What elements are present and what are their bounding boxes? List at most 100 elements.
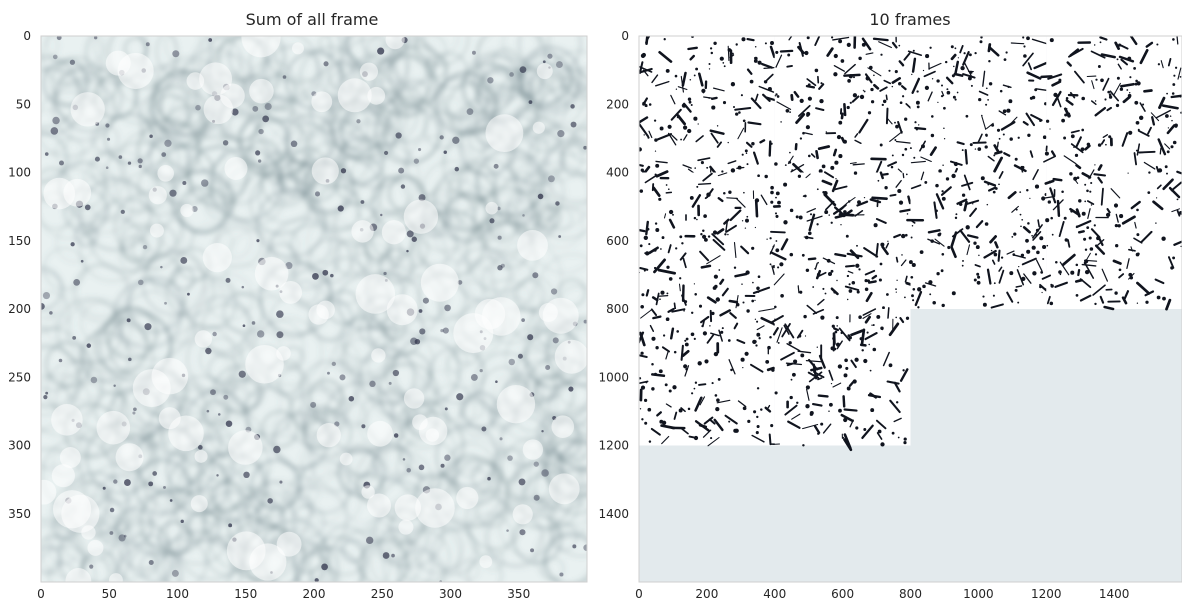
left-bubble-core [548, 473, 580, 505]
frame-film-segment [1126, 258, 1130, 270]
left-junction [276, 331, 284, 339]
left-junction [509, 72, 514, 77]
frame-speck [806, 113, 810, 117]
frame-film-segment [1090, 228, 1101, 239]
frame-speck [866, 331, 869, 334]
frame-film-segment [1037, 219, 1040, 228]
left-bubble-edge [372, 53, 437, 118]
left-junction [547, 53, 553, 59]
left-bubble-edge [448, 158, 520, 231]
frame-speck [1162, 296, 1166, 301]
frame-film-segment [725, 220, 729, 233]
frame-speck [917, 287, 922, 292]
frame-film-segment [1081, 263, 1097, 267]
left-junction [72, 335, 77, 340]
frame-speck [684, 300, 688, 304]
right-x-axis: 0 200 400 600 800 1000 1200 1400 [635, 587, 1129, 601]
frame-tile [907, 36, 1052, 177]
frame-speck [947, 245, 951, 250]
frame-speck [1164, 165, 1168, 169]
frame-film-segment [1118, 55, 1135, 63]
frame-speck [1104, 98, 1107, 101]
frame-film-segment [977, 133, 983, 143]
frame-speck [996, 128, 1001, 132]
left-bubble-edge [295, 547, 363, 582]
frame-film-segment [758, 85, 775, 93]
frame-speck [853, 76, 855, 79]
frame-speck [1126, 89, 1129, 91]
frame-speck [1017, 301, 1020, 304]
left-junction [109, 507, 115, 513]
left-bubble-core [394, 494, 422, 521]
frame-speck [851, 281, 856, 285]
frame-speck [980, 176, 985, 181]
frame-speck [897, 188, 902, 194]
frame-tile-background [774, 36, 911, 173]
frame-speck [741, 37, 746, 42]
frame-speck [916, 90, 919, 93]
frame-speck [935, 183, 939, 188]
frame-speck [917, 306, 920, 309]
frame-film-segment [733, 242, 737, 258]
frame-film-segment [904, 275, 908, 283]
left-bubble-edge [200, 303, 254, 357]
frame-film-segment [1121, 215, 1136, 225]
left-bubble-edge [549, 522, 578, 551]
frame-speck [803, 236, 806, 238]
left-junction [105, 166, 109, 170]
frame-speck [861, 42, 866, 47]
frame-speck [818, 169, 823, 174]
frame-film-segment [1086, 200, 1095, 205]
frame-speck [1090, 181, 1093, 185]
frame-speck [1119, 214, 1124, 219]
frame-film-segment [814, 36, 821, 47]
frame-film-segment [812, 403, 823, 407]
left-junction [532, 272, 539, 279]
frame-film-segment [885, 242, 890, 249]
frame-speck [854, 357, 859, 362]
left-junction [273, 445, 281, 454]
frame-film-segment [706, 296, 717, 304]
left-junction [145, 42, 150, 47]
frame-tile-background [774, 172, 911, 309]
frame-film-segment [752, 151, 759, 165]
frame-speck [963, 52, 966, 55]
frame-film-segment [920, 156, 932, 163]
left-junction [545, 364, 551, 370]
frame-film-segment [1075, 219, 1092, 229]
frame-film-segment [929, 146, 937, 156]
frame-film-segment [1070, 129, 1080, 134]
frame-speck [729, 309, 732, 312]
frame-speck [753, 59, 758, 63]
frame-speck [694, 293, 697, 296]
frame-speck [795, 215, 799, 219]
frame-film-segment [764, 406, 772, 413]
left-junction [50, 127, 59, 135]
frame-tile-background [639, 36, 775, 173]
frame-speck [1170, 145, 1174, 149]
frame-speck [833, 72, 838, 77]
frame-film-segment [843, 433, 852, 450]
frame-speck [732, 105, 736, 109]
left-bubble-edge [471, 462, 502, 493]
frame-speck [653, 119, 657, 122]
left-junction [572, 544, 577, 549]
frame-speck [643, 134, 645, 136]
frame-speck [913, 156, 916, 159]
left-bubble-edge [48, 534, 79, 565]
left-bubble-core [311, 91, 333, 113]
frame-film-segment [1090, 50, 1106, 59]
left-junction [444, 407, 448, 411]
frame-film-segment [665, 191, 673, 194]
left-bubble-edge [544, 138, 587, 204]
frame-film-segment [712, 87, 725, 92]
frame-speck [1026, 36, 1030, 41]
frame-speck [1050, 216, 1053, 220]
frame-speck [722, 62, 725, 64]
left-bubble-edge [151, 94, 191, 134]
frame-speck [820, 422, 824, 426]
frame-speck [744, 149, 748, 153]
left-bubble-edge [459, 399, 495, 436]
frame-speck [1013, 232, 1017, 236]
